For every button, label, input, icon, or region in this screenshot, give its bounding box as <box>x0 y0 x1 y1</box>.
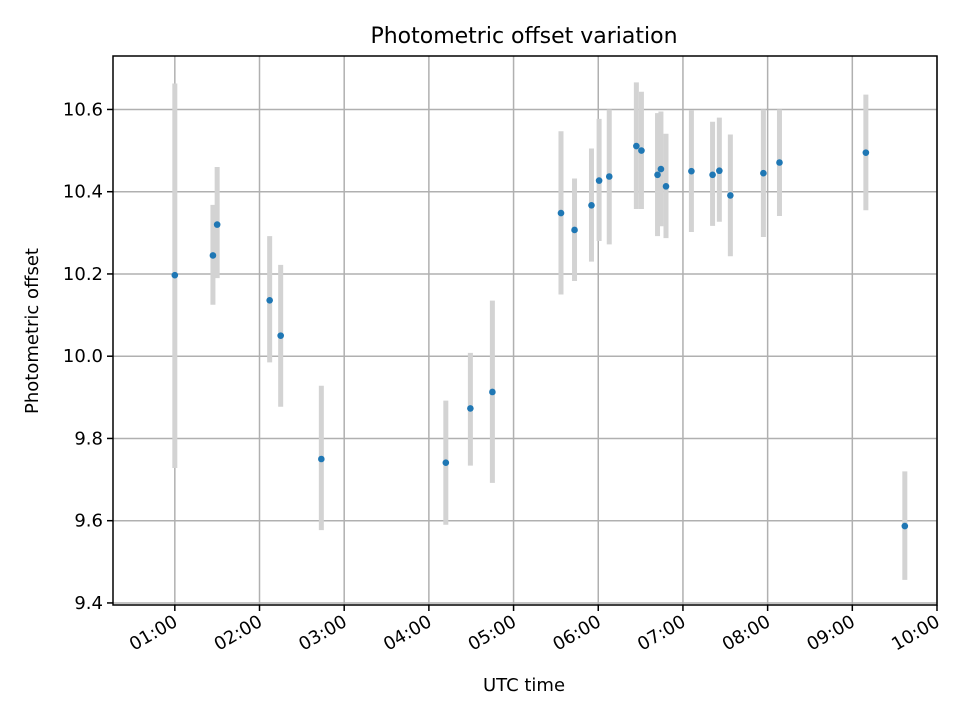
data-point <box>171 271 179 279</box>
data-point <box>277 332 284 339</box>
y-tick-label: 10.2 <box>63 264 103 285</box>
data-point <box>213 221 221 228</box>
data-point <box>571 226 578 234</box>
x-tick-label: 07:00 <box>634 611 689 655</box>
x-tick-label: 10:00 <box>888 611 943 655</box>
data-point <box>727 192 734 199</box>
data-point <box>901 522 909 530</box>
x-tick-label: 02:00 <box>211 611 266 655</box>
x-tick-label: 03:00 <box>295 611 350 655</box>
y-axis-label: Photometric offset <box>22 248 43 414</box>
y-tick-label: 9.4 <box>74 593 103 614</box>
data-point <box>557 209 565 217</box>
axis-ticks: 01:00 02:00 03:00 04:00 05:00 06:00 07:00 08:00… <box>63 99 944 655</box>
data-point <box>467 405 474 412</box>
y-tick-label: 9.6 <box>74 511 103 532</box>
y-tick-label: 10.4 <box>63 182 103 203</box>
data-points <box>171 142 909 530</box>
x-tick-label: 05:00 <box>465 611 520 655</box>
data-point <box>595 177 603 184</box>
data-point <box>776 159 783 166</box>
error-bars <box>172 82 908 580</box>
data-point <box>209 252 217 259</box>
data-point <box>605 173 613 180</box>
data-point <box>489 388 496 396</box>
data-point <box>760 169 767 177</box>
data-point <box>716 167 723 175</box>
data-point <box>862 149 870 156</box>
y-tick-label: 10.0 <box>63 346 103 367</box>
data-point <box>657 165 665 173</box>
x-tick-label: 08:00 <box>719 611 774 655</box>
data-point <box>266 296 273 304</box>
data-point <box>588 201 595 209</box>
data-point <box>638 147 645 154</box>
y-tick-label: 9.8 <box>74 428 103 449</box>
x-axis-label: UTC time <box>483 675 565 696</box>
data-point <box>662 183 670 190</box>
data-point <box>318 455 325 463</box>
data-point <box>709 171 716 179</box>
data-point <box>442 459 450 467</box>
x-tick-label: 01:00 <box>126 611 181 655</box>
grid <box>113 56 938 605</box>
data-point <box>633 142 640 150</box>
chart-title: Photometric offset variation <box>370 24 677 49</box>
x-tick-label: 06:00 <box>549 611 604 655</box>
data-point <box>688 167 695 175</box>
x-tick-label: 04:00 <box>380 611 435 655</box>
plot-frame <box>112 55 938 606</box>
data-point <box>654 171 661 179</box>
y-tick-label: 10.6 <box>63 99 103 120</box>
x-tick-label: 09:00 <box>803 611 858 655</box>
